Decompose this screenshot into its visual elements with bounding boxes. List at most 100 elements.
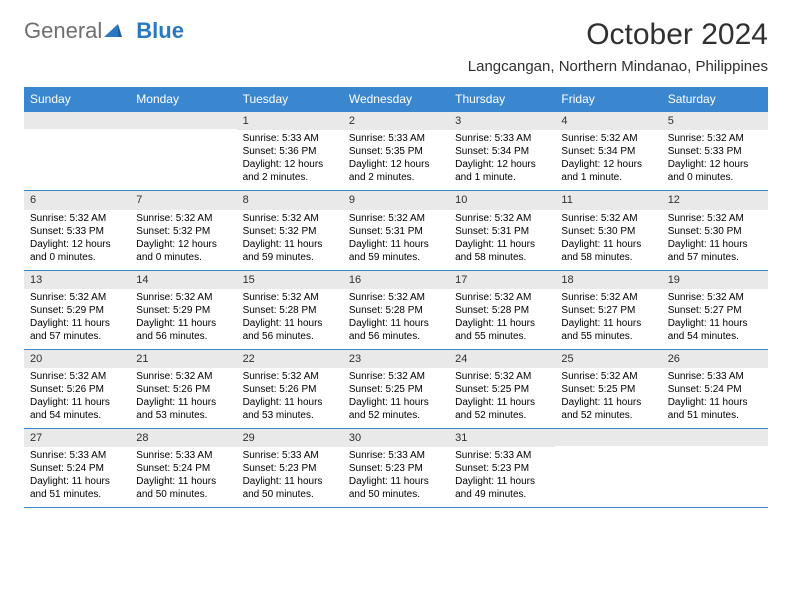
dow-sunday: Sunday	[24, 87, 130, 111]
sunset-text: Sunset: 5:25 PM	[455, 383, 549, 396]
daylight-text: Daylight: 12 hours and 2 minutes.	[349, 158, 443, 184]
title-block: October 2024 Langcangan, Northern Mindan…	[468, 18, 768, 75]
sunset-text: Sunset: 5:26 PM	[30, 383, 124, 396]
sunrise-text: Sunrise: 5:32 AM	[30, 370, 124, 383]
day-cell: 9Sunrise: 5:32 AMSunset: 5:31 PMDaylight…	[343, 191, 449, 269]
day-body: Sunrise: 5:32 AMSunset: 5:31 PMDaylight:…	[343, 210, 449, 270]
day-cell: 22Sunrise: 5:32 AMSunset: 5:26 PMDayligh…	[237, 350, 343, 428]
sunrise-text: Sunrise: 5:32 AM	[668, 291, 762, 304]
day-body: Sunrise: 5:32 AMSunset: 5:29 PMDaylight:…	[130, 289, 236, 349]
day-body	[662, 446, 768, 454]
day-body: Sunrise: 5:32 AMSunset: 5:25 PMDaylight:…	[555, 368, 661, 428]
daylight-text: Daylight: 11 hours and 52 minutes.	[455, 396, 549, 422]
day-number: 20	[24, 350, 130, 368]
day-body: Sunrise: 5:32 AMSunset: 5:28 PMDaylight:…	[343, 289, 449, 349]
day-number: 11	[555, 191, 661, 209]
day-body: Sunrise: 5:32 AMSunset: 5:30 PMDaylight:…	[555, 210, 661, 270]
day-cell: 27Sunrise: 5:33 AMSunset: 5:24 PMDayligh…	[24, 429, 130, 507]
logo-text-part2: Blue	[136, 18, 184, 44]
daylight-text: Daylight: 11 hours and 58 minutes.	[561, 238, 655, 264]
sunset-text: Sunset: 5:32 PM	[243, 225, 337, 238]
day-body: Sunrise: 5:33 AMSunset: 5:24 PMDaylight:…	[662, 368, 768, 428]
sunset-text: Sunset: 5:24 PM	[30, 462, 124, 475]
day-body	[24, 129, 130, 137]
day-number: 24	[449, 350, 555, 368]
week-row: 20Sunrise: 5:32 AMSunset: 5:26 PMDayligh…	[24, 349, 768, 428]
day-cell: 28Sunrise: 5:33 AMSunset: 5:24 PMDayligh…	[130, 429, 236, 507]
sunset-text: Sunset: 5:27 PM	[561, 304, 655, 317]
day-body: Sunrise: 5:32 AMSunset: 5:26 PMDaylight:…	[24, 368, 130, 428]
sunrise-text: Sunrise: 5:32 AM	[668, 212, 762, 225]
daylight-text: Daylight: 11 hours and 50 minutes.	[349, 475, 443, 501]
week-row: 13Sunrise: 5:32 AMSunset: 5:29 PMDayligh…	[24, 270, 768, 349]
sunrise-text: Sunrise: 5:32 AM	[243, 291, 337, 304]
logo: General Blue	[24, 18, 184, 44]
sunrise-text: Sunrise: 5:32 AM	[136, 370, 230, 383]
daylight-text: Daylight: 11 hours and 53 minutes.	[243, 396, 337, 422]
daylight-text: Daylight: 11 hours and 58 minutes.	[455, 238, 549, 264]
day-body: Sunrise: 5:32 AMSunset: 5:30 PMDaylight:…	[662, 210, 768, 270]
logo-text-part1: General	[24, 18, 102, 44]
sunrise-text: Sunrise: 5:33 AM	[243, 449, 337, 462]
sunset-text: Sunset: 5:35 PM	[349, 145, 443, 158]
sunset-text: Sunset: 5:36 PM	[243, 145, 337, 158]
daylight-text: Daylight: 11 hours and 49 minutes.	[455, 475, 549, 501]
daylight-text: Daylight: 11 hours and 56 minutes.	[136, 317, 230, 343]
sunset-text: Sunset: 5:33 PM	[668, 145, 762, 158]
daylight-text: Daylight: 11 hours and 55 minutes.	[455, 317, 549, 343]
day-number: 7	[130, 191, 236, 209]
day-cell: 23Sunrise: 5:32 AMSunset: 5:25 PMDayligh…	[343, 350, 449, 428]
sunset-text: Sunset: 5:23 PM	[349, 462, 443, 475]
daylight-text: Daylight: 11 hours and 56 minutes.	[349, 317, 443, 343]
day-cell: 11Sunrise: 5:32 AMSunset: 5:30 PMDayligh…	[555, 191, 661, 269]
day-body: Sunrise: 5:33 AMSunset: 5:23 PMDaylight:…	[237, 447, 343, 507]
location-label: Langcangan, Northern Mindanao, Philippin…	[468, 58, 768, 75]
sunset-text: Sunset: 5:23 PM	[243, 462, 337, 475]
day-cell: 18Sunrise: 5:32 AMSunset: 5:27 PMDayligh…	[555, 271, 661, 349]
day-body: Sunrise: 5:32 AMSunset: 5:27 PMDaylight:…	[662, 289, 768, 349]
dow-saturday: Saturday	[662, 87, 768, 111]
daylight-text: Daylight: 11 hours and 52 minutes.	[349, 396, 443, 422]
day-number: 19	[662, 271, 768, 289]
day-cell: 17Sunrise: 5:32 AMSunset: 5:28 PMDayligh…	[449, 271, 555, 349]
header: General Blue October 2024 Langcangan, No…	[24, 18, 768, 75]
sunrise-text: Sunrise: 5:33 AM	[668, 370, 762, 383]
day-number	[555, 429, 661, 446]
day-number: 18	[555, 271, 661, 289]
day-number: 8	[237, 191, 343, 209]
day-cell: 1Sunrise: 5:33 AMSunset: 5:36 PMDaylight…	[237, 112, 343, 190]
daylight-text: Daylight: 12 hours and 0 minutes.	[668, 158, 762, 184]
day-number: 6	[24, 191, 130, 209]
day-cell: 21Sunrise: 5:32 AMSunset: 5:26 PMDayligh…	[130, 350, 236, 428]
day-number: 12	[662, 191, 768, 209]
sunset-text: Sunset: 5:28 PM	[455, 304, 549, 317]
day-number: 31	[449, 429, 555, 447]
daylight-text: Daylight: 11 hours and 59 minutes.	[349, 238, 443, 264]
day-cell: 6Sunrise: 5:32 AMSunset: 5:33 PMDaylight…	[24, 191, 130, 269]
day-cell: 30Sunrise: 5:33 AMSunset: 5:23 PMDayligh…	[343, 429, 449, 507]
sunrise-text: Sunrise: 5:32 AM	[455, 291, 549, 304]
daylight-text: Daylight: 11 hours and 54 minutes.	[30, 396, 124, 422]
day-cell: 8Sunrise: 5:32 AMSunset: 5:32 PMDaylight…	[237, 191, 343, 269]
day-number: 23	[343, 350, 449, 368]
day-of-week-header: Sunday Monday Tuesday Wednesday Thursday…	[24, 87, 768, 111]
day-cell: 4Sunrise: 5:32 AMSunset: 5:34 PMDaylight…	[555, 112, 661, 190]
dow-thursday: Thursday	[449, 87, 555, 111]
sunrise-text: Sunrise: 5:32 AM	[349, 291, 443, 304]
day-body	[555, 446, 661, 454]
day-cell: 5Sunrise: 5:32 AMSunset: 5:33 PMDaylight…	[662, 112, 768, 190]
day-body: Sunrise: 5:32 AMSunset: 5:29 PMDaylight:…	[24, 289, 130, 349]
day-cell: 3Sunrise: 5:33 AMSunset: 5:34 PMDaylight…	[449, 112, 555, 190]
day-number: 27	[24, 429, 130, 447]
daylight-text: Daylight: 12 hours and 1 minute.	[561, 158, 655, 184]
day-body: Sunrise: 5:32 AMSunset: 5:26 PMDaylight:…	[237, 368, 343, 428]
sunrise-text: Sunrise: 5:33 AM	[243, 132, 337, 145]
day-number	[24, 112, 130, 129]
sunrise-text: Sunrise: 5:33 AM	[136, 449, 230, 462]
daylight-text: Daylight: 11 hours and 56 minutes.	[243, 317, 337, 343]
day-number: 9	[343, 191, 449, 209]
daylight-text: Daylight: 11 hours and 52 minutes.	[561, 396, 655, 422]
daylight-text: Daylight: 11 hours and 50 minutes.	[136, 475, 230, 501]
day-cell: 7Sunrise: 5:32 AMSunset: 5:32 PMDaylight…	[130, 191, 236, 269]
sunset-text: Sunset: 5:31 PM	[349, 225, 443, 238]
